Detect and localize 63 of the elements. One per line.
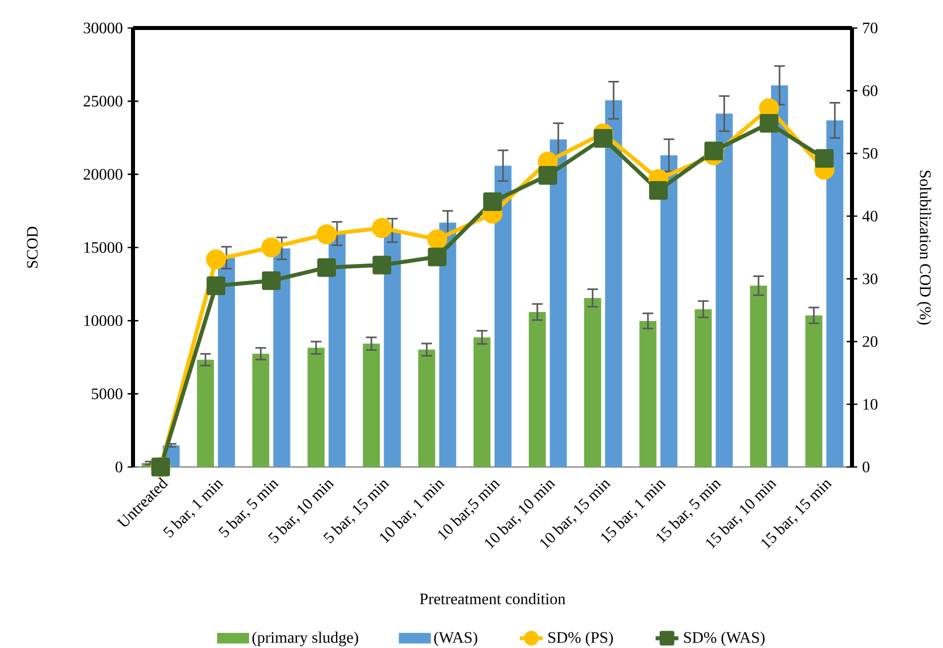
- y2-tick-label: 0: [862, 462, 870, 472]
- bar: [474, 337, 491, 467]
- y-axis-title: SCOD: [26, 226, 38, 268]
- bar: [439, 222, 456, 467]
- bar: [308, 348, 325, 467]
- point: [317, 258, 336, 277]
- y2-tick-label: 50: [862, 148, 878, 159]
- point: [372, 256, 392, 274]
- bar: [771, 85, 788, 467]
- point: [760, 114, 778, 133]
- bar: [362, 344, 380, 467]
- x-axis-title: Pretreatment condition: [420, 593, 566, 604]
- point: [372, 218, 392, 238]
- point: [261, 237, 282, 258]
- y-tick-label: 10000: [84, 315, 122, 326]
- bar: [750, 286, 768, 467]
- bar: [826, 120, 844, 467]
- y2-tick-label: 30: [862, 273, 878, 284]
- y2-tick-label: 40: [862, 210, 878, 222]
- y2-tick-label: 10: [863, 398, 878, 410]
- point: [815, 149, 834, 168]
- bar: [716, 114, 733, 467]
- bar: [196, 360, 214, 467]
- y2-tick-label: 60: [862, 85, 878, 96]
- y-tick-label: 25000: [84, 96, 122, 107]
- bar: [252, 354, 270, 467]
- bar: [694, 309, 712, 467]
- legend-label: SD% (PS): [548, 632, 613, 646]
- y2-axis-title: Solubilization COD (%): [916, 170, 932, 325]
- legend-label: SD% (WAS): [684, 632, 765, 646]
- y-tick-label: 5000: [92, 388, 122, 400]
- bar: [418, 350, 436, 467]
- y2-tick-label: 20: [862, 336, 878, 347]
- bar: [660, 155, 678, 467]
- bar: [639, 320, 656, 467]
- y-tick-label: 0: [116, 462, 122, 472]
- point: [649, 181, 668, 200]
- bar: [273, 248, 290, 467]
- point: [206, 276, 226, 296]
- bar: [584, 298, 602, 467]
- point: [704, 142, 724, 160]
- legend-label: (primary sludge): [252, 632, 358, 646]
- point: [428, 248, 447, 266]
- point: [262, 271, 281, 290]
- bar: [805, 315, 822, 467]
- point: [594, 129, 612, 148]
- bar: [494, 166, 512, 467]
- point: [206, 249, 226, 270]
- legend-label: (WAS): [434, 632, 478, 646]
- point: [316, 224, 337, 244]
- bar: [528, 312, 546, 467]
- y-tick-label: 30000: [84, 22, 122, 34]
- y-tick-label: 20000: [84, 168, 122, 180]
- point: [427, 229, 448, 250]
- point: [483, 192, 502, 212]
- y2-tick-label: 70: [863, 22, 878, 34]
- y-tick-label: 15000: [84, 242, 122, 253]
- bar: [550, 139, 567, 467]
- bar: [605, 100, 622, 467]
- point: [538, 166, 558, 185]
- bar: [328, 234, 346, 467]
- bar: [384, 230, 401, 467]
- bar: [218, 258, 235, 467]
